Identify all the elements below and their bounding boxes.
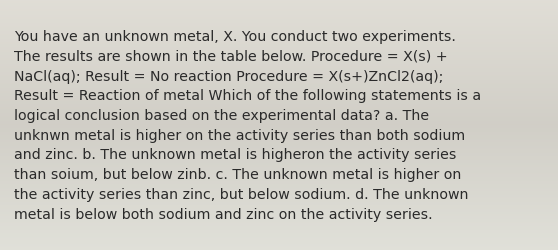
Text: You have an unknown metal, X. You conduct two experiments.
The results are shown: You have an unknown metal, X. You conduc… (14, 30, 481, 221)
